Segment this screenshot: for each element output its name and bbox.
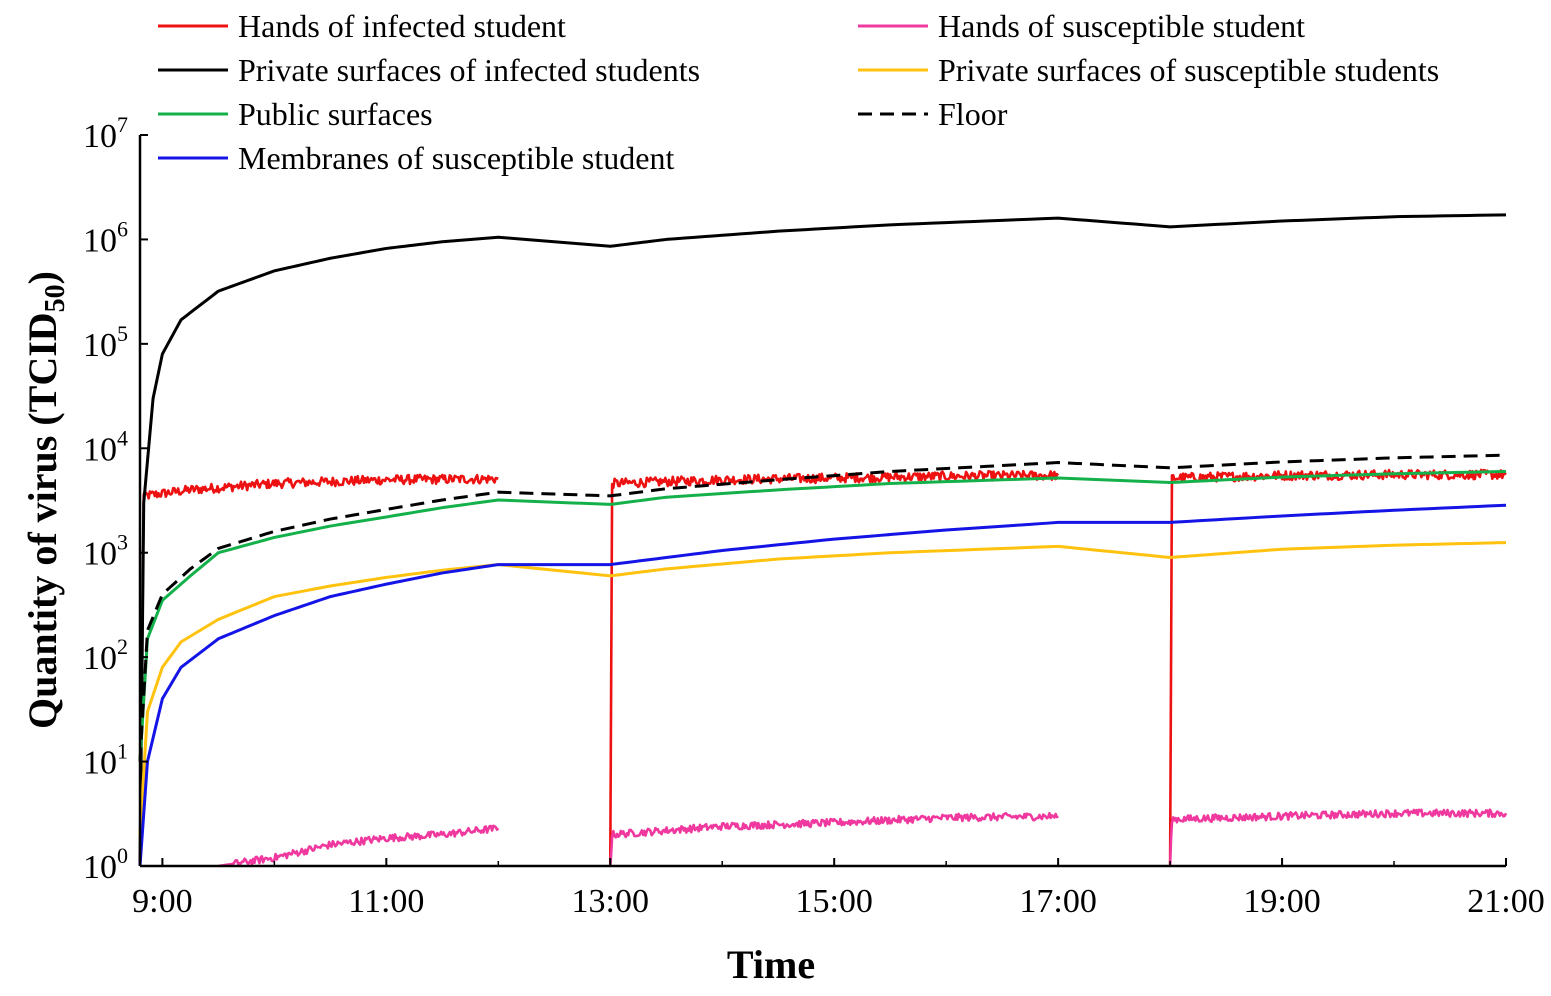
y-tick-base: 10: [83, 222, 117, 259]
y-tick-label-3: 103: [83, 530, 128, 573]
y-tick-base: 10: [83, 745, 117, 782]
y-tick-exponent: 3: [117, 530, 128, 555]
legend-label-6: Membranes of susceptible student: [238, 140, 674, 176]
y-tick-base: 10: [83, 640, 117, 677]
y-axis-title: Quantity of virus (TCID50): [20, 271, 71, 729]
axes: [138, 135, 1506, 868]
y-tick-base: 10: [83, 327, 117, 364]
y-tick-exponent: 2: [117, 634, 128, 659]
y-tick-base: 10: [83, 118, 117, 155]
series-line-0: [138, 468, 1507, 867]
legend-label-4: Public surfaces: [238, 96, 433, 132]
series-line-3: [138, 541, 1507, 835]
y-tick-exponent: 5: [117, 321, 128, 346]
y-axis-title-close: ): [20, 271, 65, 284]
legend-label-0: Hands of infected student: [238, 8, 566, 44]
series-line-4: [138, 469, 1507, 762]
series-line-5: [138, 453, 1507, 762]
x-tick-label-3: 15:00: [795, 883, 872, 920]
x-tick-label-6: 21:00: [1467, 883, 1544, 920]
x-axis-title: Time: [727, 942, 815, 987]
series-line-2: [138, 213, 1507, 867]
legend-label-3: Private surfaces of susceptible students: [938, 52, 1439, 88]
legend-label-2: Private surfaces of infected students: [238, 52, 700, 88]
x-tick-label-0: 9:00: [132, 883, 192, 920]
plot-lines: [138, 213, 1508, 868]
series-line-1: [218, 808, 1508, 868]
y-tick-exponent: 4: [117, 425, 128, 450]
series-line-6: [138, 503, 1507, 867]
y-axis-title-subscript: 50: [40, 284, 71, 312]
y-tick-base: 10: [83, 536, 117, 573]
y-tick-base: 10: [83, 849, 117, 886]
y-tick-label-5: 105: [83, 321, 128, 364]
x-tick-label-1: 11:00: [348, 883, 424, 920]
y-tick-label-2: 102: [83, 634, 128, 677]
y-tick-exponent: 7: [117, 112, 128, 137]
x-tick-label-5: 19:00: [1243, 883, 1320, 920]
y-tick-exponent: 1: [117, 739, 128, 764]
x-ticks: 9:00 11:00 13:00 15:00 17:00 19:00 21:00: [132, 858, 1545, 920]
y-tick-exponent: 6: [117, 216, 128, 241]
legend: Hands of infected student Hands of suscep…: [158, 8, 1439, 176]
y-tick-label-7: 107: [83, 112, 128, 155]
x-tick-label-4: 17:00: [1019, 883, 1096, 920]
y-tick-base: 10: [83, 431, 117, 468]
y-tick-label-1: 101: [83, 739, 128, 782]
y-tick-label-4: 104: [83, 425, 128, 468]
y-tick-label-6: 106: [83, 216, 128, 259]
y-tick-exponent: 0: [117, 843, 128, 868]
legend-label-5: Floor: [938, 96, 1008, 132]
legend-label-1: Hands of susceptible student: [938, 8, 1305, 44]
y-axis-title-main: Quantity of virus (TCID: [20, 312, 65, 729]
y-tick-label-0: 100: [83, 843, 128, 886]
x-tick-label-2: 13:00: [572, 883, 649, 920]
